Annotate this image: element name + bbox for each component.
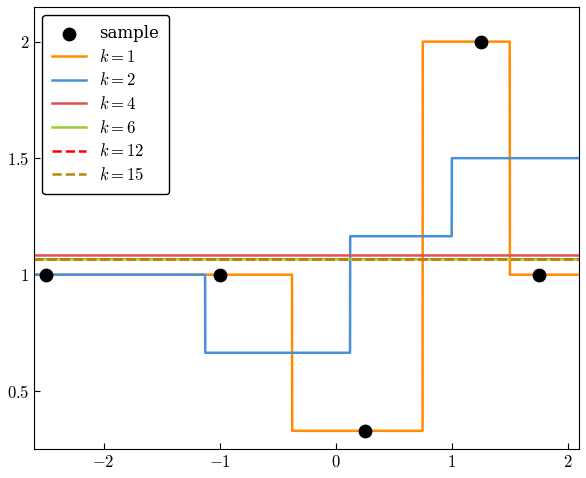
sample	[534, 271, 543, 279]
$k = 12$	[240, 256, 247, 262]
$k = 1$	[263, 272, 270, 278]
$k = 6$	[263, 256, 270, 262]
$k = 4$	[240, 252, 247, 258]
$k = 1$	[576, 272, 583, 278]
$k = 12$	[30, 256, 38, 262]
$k = 2$	[93, 272, 100, 278]
Line: $k = 1$: $k = 1$	[34, 42, 580, 431]
$k = 2$	[507, 155, 514, 161]
$k = 15$	[506, 256, 513, 262]
$k = 4$	[263, 252, 270, 258]
Line: $k = 2$: $k = 2$	[34, 158, 580, 353]
sample	[476, 38, 485, 45]
$k = 12$	[565, 256, 572, 262]
$k = 12$	[506, 256, 513, 262]
$k = 4$	[576, 252, 583, 258]
$k = 1$	[125, 272, 132, 278]
$k = 4$	[125, 252, 132, 258]
$k = 2$	[263, 350, 270, 356]
$k = 2$	[30, 272, 38, 278]
$k = 1$	[565, 272, 573, 278]
$k = 4$	[565, 252, 572, 258]
$k = 6$	[30, 256, 38, 262]
$k = 2$	[565, 155, 573, 161]
$k = 1$	[507, 272, 514, 278]
$k = 6$	[240, 256, 247, 262]
$k = 15$	[565, 256, 572, 262]
$k = 1$	[30, 272, 38, 278]
$k = 6$	[93, 256, 100, 262]
$k = 15$	[93, 256, 100, 262]
$k = 15$	[30, 256, 38, 262]
$k = 4$	[30, 252, 38, 258]
$k = 1$	[93, 272, 100, 278]
$k = 2$	[448, 155, 455, 161]
$k = 12$	[125, 256, 132, 262]
$k = 1$	[419, 39, 426, 44]
$k = 4$	[93, 252, 100, 258]
$k = 2$	[576, 155, 583, 161]
$k = 15$	[576, 256, 583, 262]
$k = 12$	[263, 256, 270, 262]
sample	[41, 271, 50, 279]
Legend: sample, $k = 1$, $k = 2$, $k = 4$, $k = 6$, $k = 12$, $k = 15$: sample, $k = 1$, $k = 2$, $k = 4$, $k = …	[42, 15, 169, 194]
sample	[215, 271, 224, 279]
$k = 6$	[506, 256, 513, 262]
$k = 2$	[125, 272, 132, 278]
$k = 12$	[93, 256, 100, 262]
$k = 1$	[240, 272, 247, 278]
$k = 6$	[125, 256, 132, 262]
sample	[360, 427, 369, 435]
$k = 2$	[202, 350, 209, 356]
$k = 6$	[565, 256, 572, 262]
$k = 4$	[506, 252, 513, 258]
$k = 2$	[240, 350, 247, 356]
$k = 15$	[263, 256, 270, 262]
$k = 1$	[289, 428, 296, 434]
$k = 15$	[125, 256, 132, 262]
$k = 15$	[240, 256, 247, 262]
$k = 12$	[576, 256, 583, 262]
$k = 6$	[576, 256, 583, 262]
